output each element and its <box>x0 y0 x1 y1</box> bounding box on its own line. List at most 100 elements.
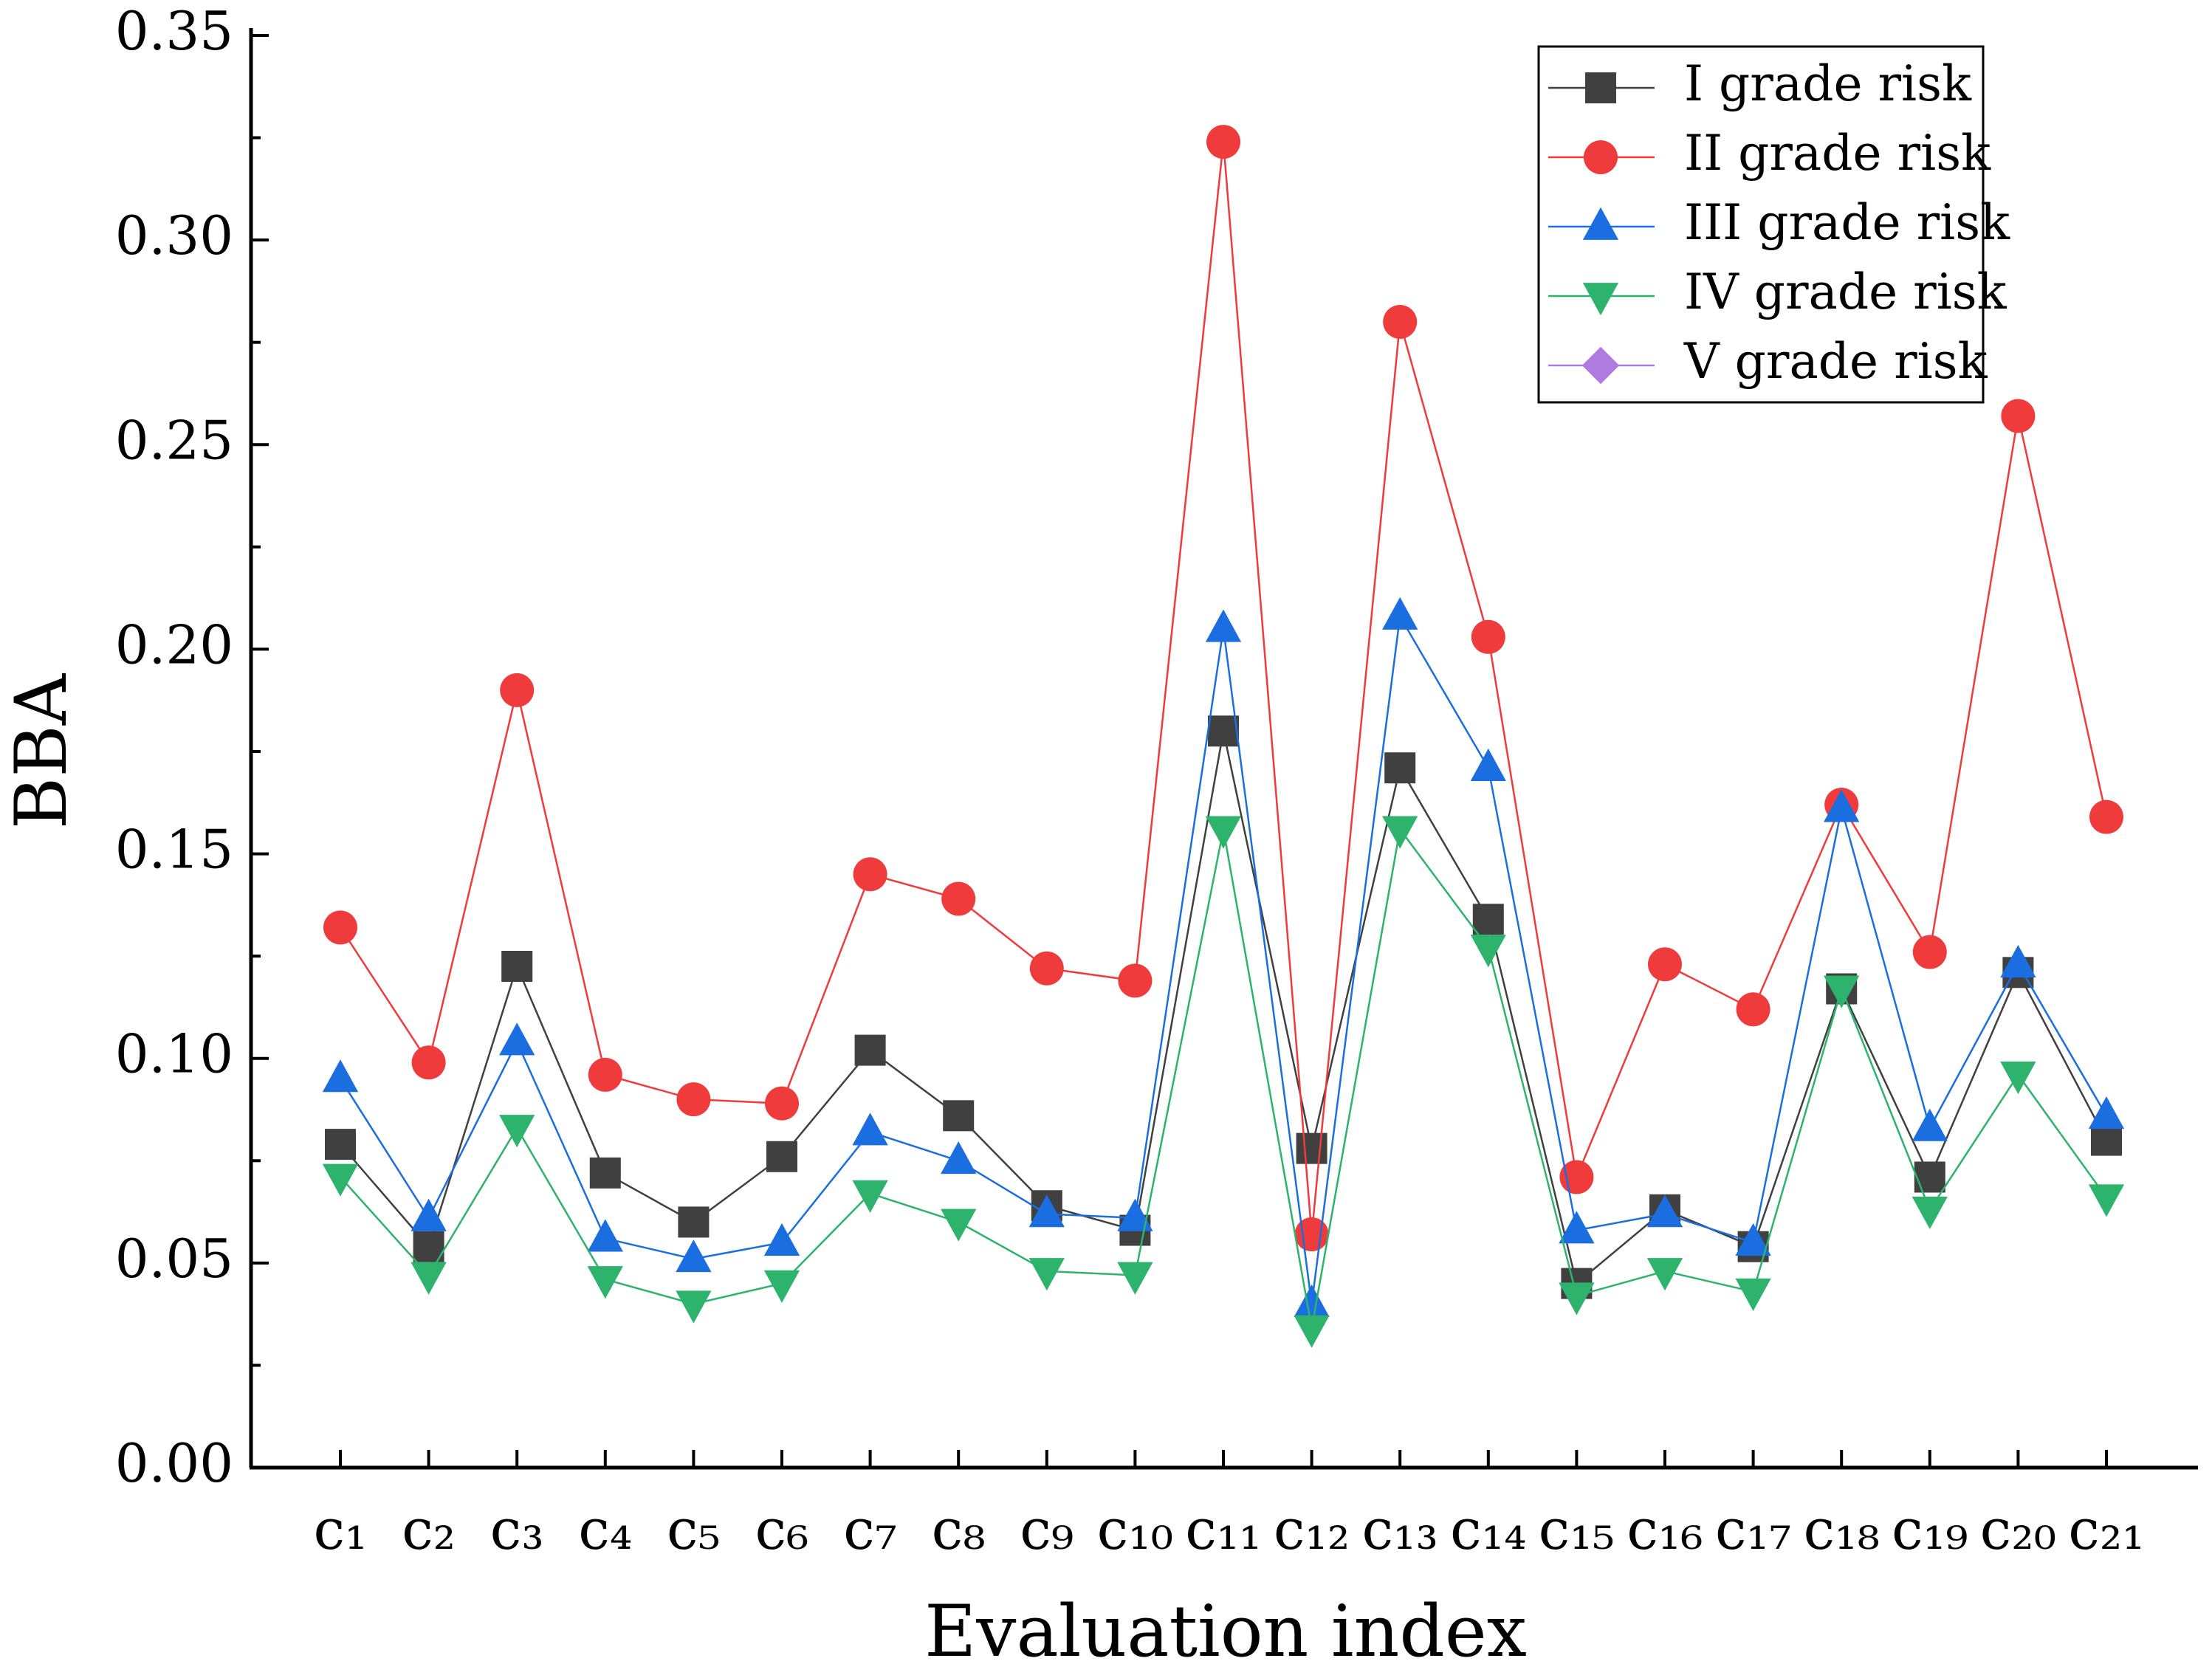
data-point <box>411 1198 447 1231</box>
x-tick-label: c₁₂ <box>1274 1496 1350 1562</box>
data-point <box>501 951 533 982</box>
data-point <box>2089 800 2123 834</box>
x-tick-label: c₇ <box>843 1496 897 1562</box>
data-point <box>1472 904 1504 935</box>
x-tick-label: c₁₀ <box>1097 1496 1174 1562</box>
y-tick-label: 0.30 <box>115 204 233 267</box>
data-point <box>676 1239 712 1273</box>
data-point <box>1206 125 1240 159</box>
data-point <box>941 1141 977 1175</box>
data-point <box>852 1113 888 1146</box>
data-point <box>500 673 535 707</box>
data-point <box>1118 963 1153 998</box>
data-point <box>322 1059 359 1093</box>
x-tick-label: c₈ <box>932 1496 986 1562</box>
data-point <box>943 1100 975 1132</box>
data-point <box>1205 816 1242 849</box>
data-point <box>1470 935 1506 968</box>
data-point <box>1294 1217 1329 1252</box>
data-point <box>1382 596 1418 630</box>
data-point <box>676 1290 712 1324</box>
legend-label: II grade risk <box>1684 125 1991 182</box>
data-point <box>1117 1262 1153 1295</box>
data-point <box>499 1115 535 1148</box>
data-point <box>2088 1184 2125 1217</box>
x-tick-label: c₄ <box>578 1496 632 1562</box>
data-point <box>1382 816 1418 849</box>
data-point <box>763 1270 800 1303</box>
data-point <box>1117 1198 1153 1231</box>
data-point <box>2001 399 2036 433</box>
legend-marker <box>1585 72 1616 103</box>
y-tick-label: 0.20 <box>115 613 233 675</box>
data-point <box>411 1045 446 1080</box>
data-point <box>1028 1194 1065 1228</box>
x-tick-label: c₂ <box>402 1496 456 1562</box>
data-point <box>1294 1315 1330 1348</box>
data-point <box>1559 1282 1595 1316</box>
x-axis-label: Evaluation index <box>924 1590 1527 1673</box>
x-tick-label: c₁₅ <box>1539 1496 1615 1562</box>
x-tick-label: c₃ <box>490 1496 544 1562</box>
y-tick-label: 0.15 <box>115 819 233 881</box>
y-tick-label: 0.00 <box>115 1432 233 1494</box>
data-point <box>678 1206 710 1238</box>
data-point <box>676 1082 711 1117</box>
legend-marker <box>1584 140 1618 174</box>
x-tick-label: c₂₁ <box>2068 1496 2145 1562</box>
data-point <box>322 1163 359 1197</box>
data-point <box>1648 947 1682 982</box>
data-point <box>941 1208 977 1242</box>
legend-marker <box>1582 283 1619 316</box>
data-point <box>1824 975 1860 1008</box>
y-tick-label: 0.35 <box>115 0 233 62</box>
data-point <box>1208 715 1239 747</box>
x-tick-label: c₆ <box>755 1496 808 1562</box>
x-tick-label: c₁₉ <box>1892 1496 1968 1562</box>
data-point <box>588 1057 622 1092</box>
data-point <box>1470 748 1506 782</box>
data-point <box>1824 789 1860 822</box>
data-point <box>587 1219 623 1252</box>
data-point <box>1029 951 1064 986</box>
legend-label: V grade risk <box>1683 333 1988 390</box>
data-point <box>2088 1096 2125 1129</box>
data-point <box>411 1262 447 1295</box>
data-point <box>1736 992 1770 1027</box>
data-point <box>1912 935 1947 969</box>
data-point <box>1294 1285 1330 1318</box>
y-tick-label: 0.05 <box>115 1228 233 1290</box>
y-axis-label: BBA <box>0 673 83 829</box>
data-point <box>1384 752 1416 784</box>
data-point <box>854 1034 886 1066</box>
data-point <box>587 1266 623 1299</box>
x-tick-label: c₁₁ <box>1185 1496 1262 1562</box>
x-tick-label: c₁₄ <box>1450 1496 1527 1562</box>
data-point <box>1383 305 1418 339</box>
data-point <box>1559 1211 1595 1244</box>
x-tick-label: c₁₇ <box>1715 1496 1792 1562</box>
data-point <box>1912 1108 1948 1141</box>
legend-label: III grade risk <box>1684 194 2010 251</box>
data-point <box>1735 1278 1771 1311</box>
x-tick-label: c₉ <box>1020 1496 1074 1562</box>
data-point <box>499 1022 535 1056</box>
data-point <box>852 1180 888 1213</box>
data-point <box>2091 1124 2122 1156</box>
data-point <box>2000 944 2036 978</box>
legend-marker <box>1581 346 1620 385</box>
data-point <box>766 1141 797 1172</box>
y-tick-label: 0.25 <box>115 409 233 471</box>
data-point <box>1914 1161 1945 1193</box>
data-point <box>853 857 887 892</box>
legend: I grade risk II grade risk III grade risk I… <box>1537 45 2010 404</box>
legend-label: I grade risk <box>1684 55 1972 112</box>
x-tick-label: c₂₀ <box>1980 1496 2057 1562</box>
x-tick-label: c₅ <box>667 1496 721 1562</box>
x-tick-label: c₁₃ <box>1361 1496 1438 1562</box>
x-tick-label: c₁₆ <box>1627 1496 1703 1562</box>
data-point <box>765 1086 799 1121</box>
data-point <box>1028 1258 1065 1291</box>
x-tick-label: c₁ <box>313 1496 367 1562</box>
data-point <box>1735 1223 1771 1256</box>
